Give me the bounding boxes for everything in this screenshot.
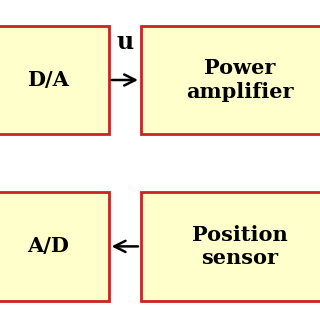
Bar: [0, 26, 109, 134]
Bar: [141, 192, 320, 301]
Bar: [141, 26, 320, 134]
Text: A/D: A/D: [27, 236, 69, 256]
Text: Position
sensor: Position sensor: [192, 225, 288, 268]
Text: Power
amplifier: Power amplifier: [186, 58, 294, 101]
Bar: [0, 192, 109, 301]
Text: D/A: D/A: [27, 70, 69, 90]
Text: u: u: [116, 30, 133, 54]
